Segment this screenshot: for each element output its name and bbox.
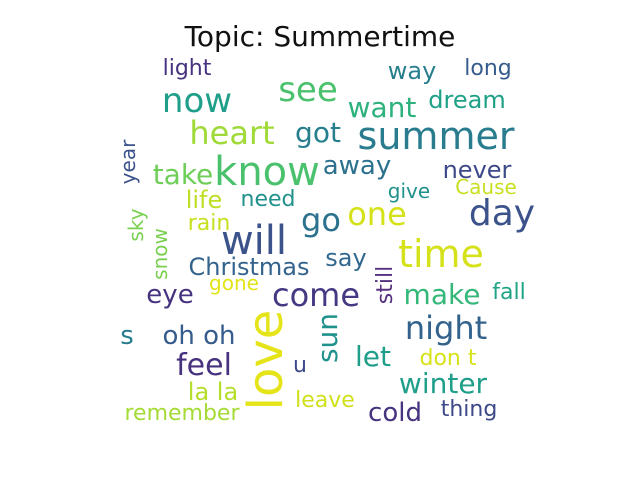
word-cold: cold (368, 398, 422, 428)
word-away: away (322, 151, 392, 181)
word-need: need (240, 187, 296, 212)
word-will: will (220, 218, 288, 264)
word-leave: leave (295, 388, 355, 413)
word-time: time (398, 232, 484, 276)
word-light: light (162, 56, 212, 81)
word-want: want (347, 91, 417, 124)
word-way: way (387, 57, 437, 85)
chart-title: Topic: Summertime (184, 20, 456, 53)
word-sky: sky (124, 208, 148, 242)
word-never: never (442, 156, 512, 184)
word-day: day (468, 193, 536, 234)
word-come: come (271, 276, 361, 314)
word-snow: snow (148, 228, 172, 280)
word-sun: sun (311, 312, 344, 364)
word-year: year (116, 139, 140, 185)
word-take: take (152, 158, 214, 191)
word-still: still (373, 265, 398, 305)
word-let: let (355, 340, 391, 373)
word-one: one (347, 195, 407, 233)
word-know: know (214, 149, 320, 195)
word-say: say (325, 244, 367, 272)
word-dream: dream (428, 86, 506, 114)
word-summer: summer (357, 114, 515, 158)
word-oh-oh: oh oh (162, 321, 236, 351)
word-make: make (403, 278, 481, 311)
word-eye: eye (146, 280, 194, 310)
word-got: got (295, 116, 341, 149)
word-Cause: Cause (455, 175, 517, 199)
word-love: love (238, 309, 294, 411)
word-give: give (387, 179, 431, 203)
word-fall: fall (492, 280, 526, 305)
word-gone: gone (209, 271, 259, 295)
word-life: life (185, 186, 223, 214)
word-go: go (301, 201, 341, 239)
word-thing: thing (440, 397, 498, 422)
word-see: see (278, 70, 338, 110)
word-feel: feel (176, 348, 232, 383)
word-la-la: la la (187, 378, 239, 406)
word-remember: remember (124, 401, 240, 426)
word-long: long (464, 56, 512, 81)
word-winter: winter (398, 367, 488, 400)
word-night: night (404, 309, 488, 347)
word-heart: heart (189, 114, 275, 152)
word-don-t: don t (419, 346, 477, 371)
word-Christmas: Christmas (188, 253, 310, 281)
word-now: now (161, 81, 233, 121)
word-u: u (293, 353, 307, 378)
word-s: s (120, 321, 134, 351)
word-rain: rain (187, 211, 231, 236)
